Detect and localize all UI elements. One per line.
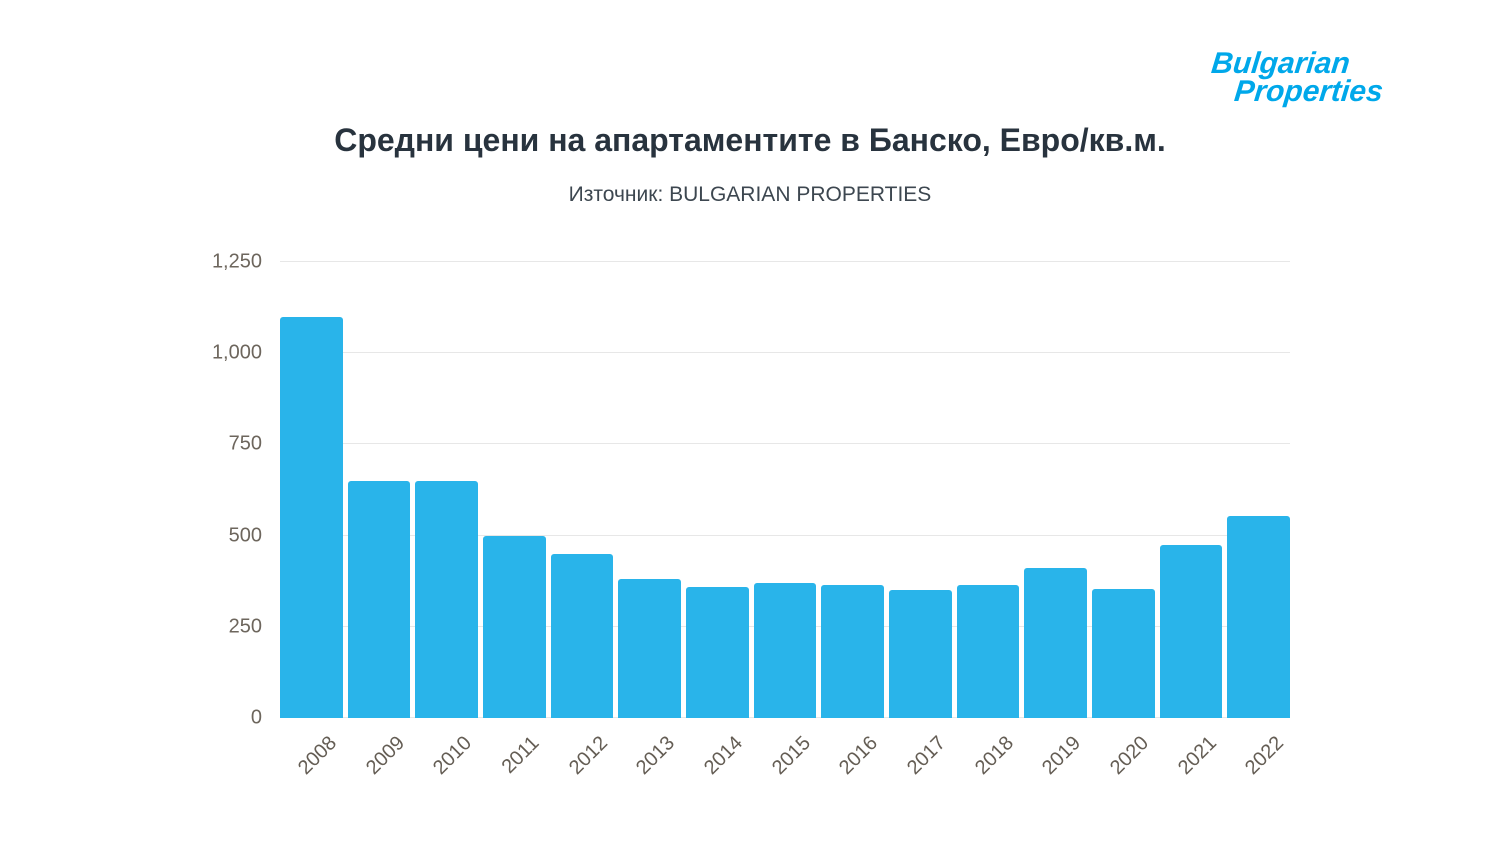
- x-tick-label-2016: 2016: [835, 732, 883, 780]
- x-tick-2012: 2012: [551, 718, 614, 808]
- y-tick-label-500: 500: [228, 524, 262, 547]
- x-tick-label-2010: 2010: [429, 732, 477, 780]
- y-tick-label-250: 250: [228, 615, 262, 638]
- x-tick-2008: 2008: [280, 718, 343, 808]
- x-tick-label-2020: 2020: [1105, 732, 1153, 780]
- x-tick-label-2011: 2011: [497, 732, 544, 778]
- x-axis-labels: 2008 2009 2010 2011 2012 2013 2014 2015 2016 2017…: [280, 718, 1290, 808]
- bar-chart: 0 250 500 750 1,000 1,250 2008 2009 2010 2011 2012…: [212, 251, 1291, 779]
- bar-2018: [956, 584, 1020, 718]
- x-tick-label-2012: 2012: [564, 732, 612, 780]
- x-tick-2022: 2022: [1227, 718, 1290, 808]
- bar-2010: [415, 480, 479, 718]
- bar-2020: [1092, 588, 1155, 718]
- gridline-1250: [280, 261, 1290, 262]
- bar-2022: [1227, 515, 1291, 718]
- x-tick-2018: 2018: [957, 718, 1020, 808]
- plot-area: 0 250 500 750 1,000 1,250 2008 2009 2010 2011 2012…: [212, 251, 1291, 779]
- x-tick-2021: 2021: [1160, 718, 1223, 808]
- x-tick-2020: 2020: [1092, 718, 1155, 808]
- logo-line1: Bulgarian: [1209, 47, 1352, 80]
- bar-2014: [686, 586, 749, 718]
- x-tick-2015: 2015: [754, 718, 817, 808]
- x-tick-label-2021: 2021: [1173, 732, 1221, 780]
- chart-title: Средни цени на апартаментите в Банско, Е…: [334, 122, 1166, 158]
- bar-2013: [618, 579, 682, 718]
- logo-line2: Properties: [1232, 74, 1385, 108]
- chart-subtitle: Източник: BULGARIAN PROPERTIES: [568, 183, 932, 206]
- x-tick-2009: 2009: [348, 718, 411, 808]
- x-tick-label-2019: 2019: [1038, 732, 1086, 780]
- bar-2011: [483, 535, 546, 718]
- x-tick-2019: 2019: [1024, 718, 1087, 808]
- x-tick-2017: 2017: [889, 718, 952, 808]
- gridline-500: [280, 534, 1290, 536]
- y-tick-label-750: 750: [228, 432, 262, 455]
- x-tick-label-2022: 2022: [1241, 732, 1289, 780]
- x-tick-2011: 2011: [483, 718, 546, 808]
- bar-2008: [280, 316, 343, 718]
- x-tick-label-2014: 2014: [699, 732, 747, 780]
- bar-2015: [753, 583, 817, 718]
- bars-group: [280, 262, 1291, 718]
- bar-2019: [1024, 568, 1088, 718]
- x-tick-2014: 2014: [686, 718, 749, 808]
- x-tick-label-2017: 2017: [902, 732, 950, 780]
- x-tick-2016: 2016: [821, 718, 884, 808]
- y-tick-label-0: 0: [250, 706, 262, 729]
- x-tick-label-2008: 2008: [293, 732, 341, 780]
- gridline-1000: [280, 352, 1290, 354]
- bar-2016: [821, 584, 885, 718]
- bar-2012: [550, 553, 614, 718]
- y-tick-label-1000: 1,000: [211, 341, 262, 364]
- x-tick-2010: 2010: [415, 718, 478, 808]
- x-tick-2013: 2013: [618, 718, 681, 808]
- bar-2009: [347, 480, 411, 718]
- x-tick-label-2018: 2018: [970, 732, 1018, 780]
- bar-2021: [1159, 544, 1223, 718]
- bar-2017: [889, 590, 952, 718]
- bulgarian-properties-logo: Bulgarian Properties: [1207, 47, 1387, 108]
- x-tick-label-2009: 2009: [361, 732, 409, 780]
- x-tick-label-2015: 2015: [767, 732, 815, 780]
- gridline-750: [280, 443, 1290, 445]
- x-tick-label-2013: 2013: [632, 732, 680, 780]
- y-tick-label-1250: 1,250: [211, 250, 262, 273]
